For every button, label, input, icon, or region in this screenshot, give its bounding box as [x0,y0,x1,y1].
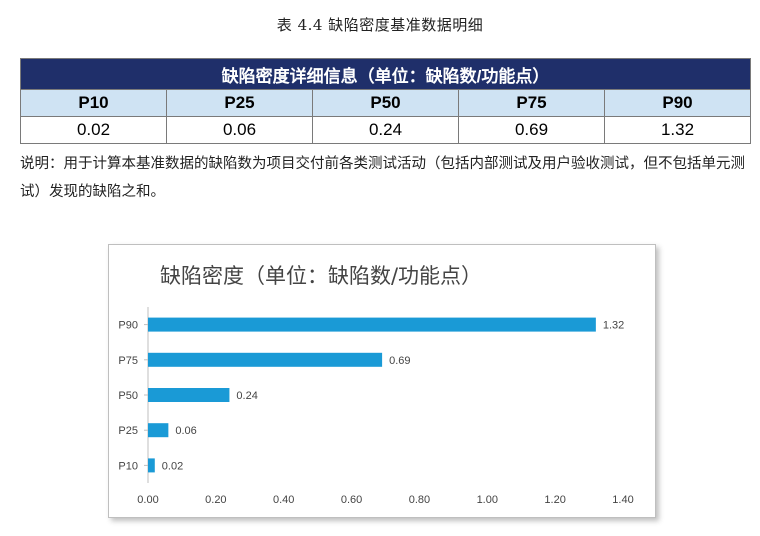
data-label: 0.02 [162,460,183,472]
table-title: 缺陷密度详细信息（单位：缺陷数/功能点） [20,58,751,90]
bar [148,317,596,332]
table-note: 说明：用于计算本基准数据的缺陷数为项目交付前各类测试活动（包括内部测试及用户验收… [20,156,745,200]
x-tick-label: 1.00 [477,494,498,506]
table-row: 0.02 0.06 0.24 0.69 1.32 [20,116,751,144]
x-tick-label: 0.80 [409,494,430,506]
bar-chart: 缺陷密度（单位：缺陷数/功能点） 0.00 0.20 0.40 0.60 0.80 1.0… [118,264,634,506]
column-header: P75 [458,89,605,117]
x-tick-label: 0.40 [273,494,294,506]
chart-title: 缺陷密度（单位：缺陷数/功能点） [160,264,482,288]
defect-density-table: 缺陷密度详细信息（单位：缺陷数/功能点） P10 P25 P50 P75 P90… [20,58,751,144]
table-cell: 1.32 [604,116,751,144]
table-caption: 表 4.4 缺陷密度基准数据明细 [276,16,484,34]
y-tick-label: P10 [118,460,138,472]
y-tick-label: P75 [118,355,138,367]
y-tick-label: P25 [118,425,138,437]
table-cell: 0.02 [20,116,167,144]
column-header: P10 [20,89,167,117]
chart-body: 0.00 0.20 0.40 0.60 0.80 1.00 1.20 1.40 P10 0.02 P… [118,307,634,506]
bar [148,423,169,438]
data-label: 0.06 [175,425,196,437]
x-tick-label: 0.60 [341,494,362,506]
bar [148,458,155,473]
column-header: P50 [312,89,459,117]
table-title-row: 缺陷密度详细信息（单位：缺陷数/功能点） [20,58,751,90]
x-tick-label: 1.20 [544,494,565,506]
bar [148,352,383,367]
column-header: P90 [604,89,751,117]
table-cell: 0.24 [312,116,459,144]
data-label: 1.32 [603,320,624,332]
bar [148,388,230,402]
x-tick-label: 0.20 [205,494,226,506]
x-tick-label: 0.00 [137,494,158,506]
y-tick-label: P50 [118,390,138,402]
data-label: 0.69 [389,355,410,367]
column-header: P25 [166,89,313,117]
table-cell: 0.69 [458,116,605,144]
x-tick-label: 1.40 [612,494,633,506]
data-label: 0.24 [236,390,257,402]
chart-frame: 缺陷密度（单位：缺陷数/功能点） 0.00 0.20 0.40 0.60 0.80 1.0… [108,244,656,518]
y-tick-label: P90 [118,320,138,332]
table-cell: 0.06 [166,116,313,144]
table-header-row: P10 P25 P50 P75 P90 [20,89,751,117]
